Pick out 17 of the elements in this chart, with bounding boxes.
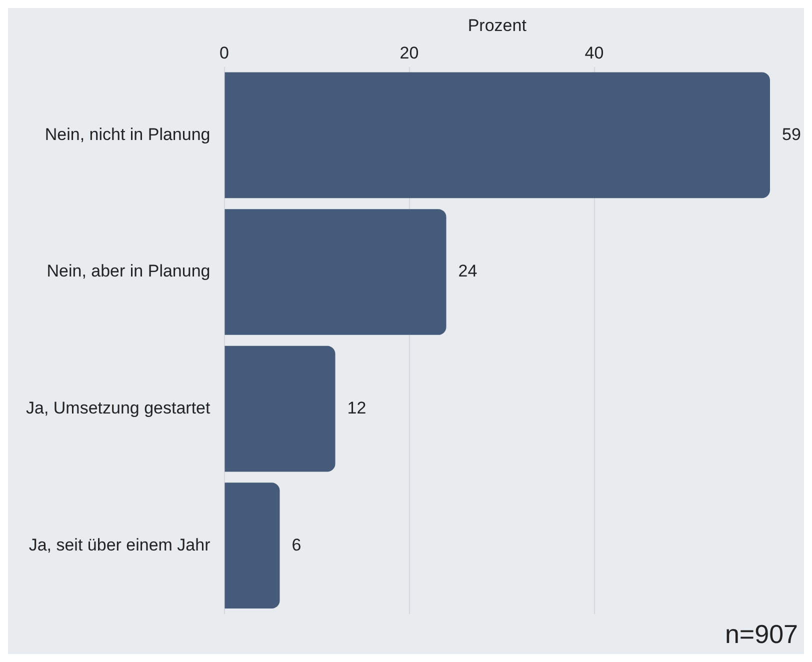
y-tick-label: Nein, aber in Planung [46, 262, 210, 281]
text: n=907 [724, 619, 798, 650]
x-tick-label: 40 [584, 43, 604, 62]
x-axis-title: Prozent [468, 16, 527, 35]
x-tick-label: 0 [220, 43, 229, 62]
y-tick-label: Nein, nicht in Planung [44, 124, 210, 144]
data-label: 6 [292, 535, 302, 554]
y-tick-label: Ja, seit über einem Jahr [28, 535, 211, 554]
data-label: 59 [782, 124, 801, 144]
bar [224, 209, 446, 335]
bar [224, 346, 336, 472]
data-label: 12 [347, 398, 366, 418]
x-tick-label: 20 [400, 43, 419, 62]
y-tick-label: Ja, Umsetzung gestartet [26, 398, 211, 418]
bar [224, 482, 280, 609]
bar [224, 72, 770, 198]
data-label: 24 [458, 262, 478, 281]
